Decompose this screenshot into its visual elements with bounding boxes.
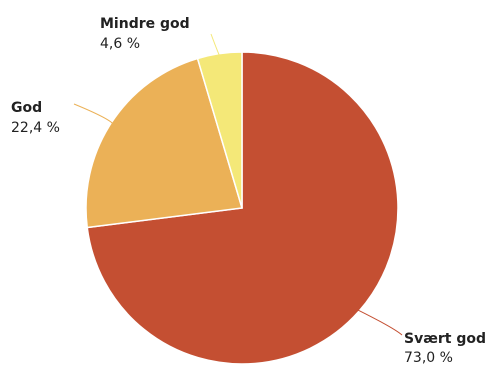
slice-value-mindre-god: 4,6 %	[100, 36, 140, 52]
leader-lines	[73, 33, 403, 336]
slice-value-svaert-god: 73,0 %	[404, 350, 453, 366]
leader-line-mindre-god	[210, 33, 221, 57]
leader-line-god	[73, 103, 114, 125]
slice-name-god: God	[11, 100, 42, 116]
slice-label-god: God 22,4 %	[11, 100, 60, 136]
slice-label-mindre-god: Mindre god 4,6 %	[100, 16, 190, 52]
pie-slices	[85, 51, 399, 365]
slice-name-svaert-god: Svært god	[404, 331, 486, 347]
leader-line-svaert-god	[357, 309, 403, 336]
pie-slice-mindre-god	[196, 51, 243, 209]
slice-name-mindre-god: Mindre god	[100, 16, 190, 32]
slice-value-god: 22,4 %	[11, 120, 60, 136]
slice-label-svaert-god: Svært god 73,0 %	[404, 331, 486, 366]
